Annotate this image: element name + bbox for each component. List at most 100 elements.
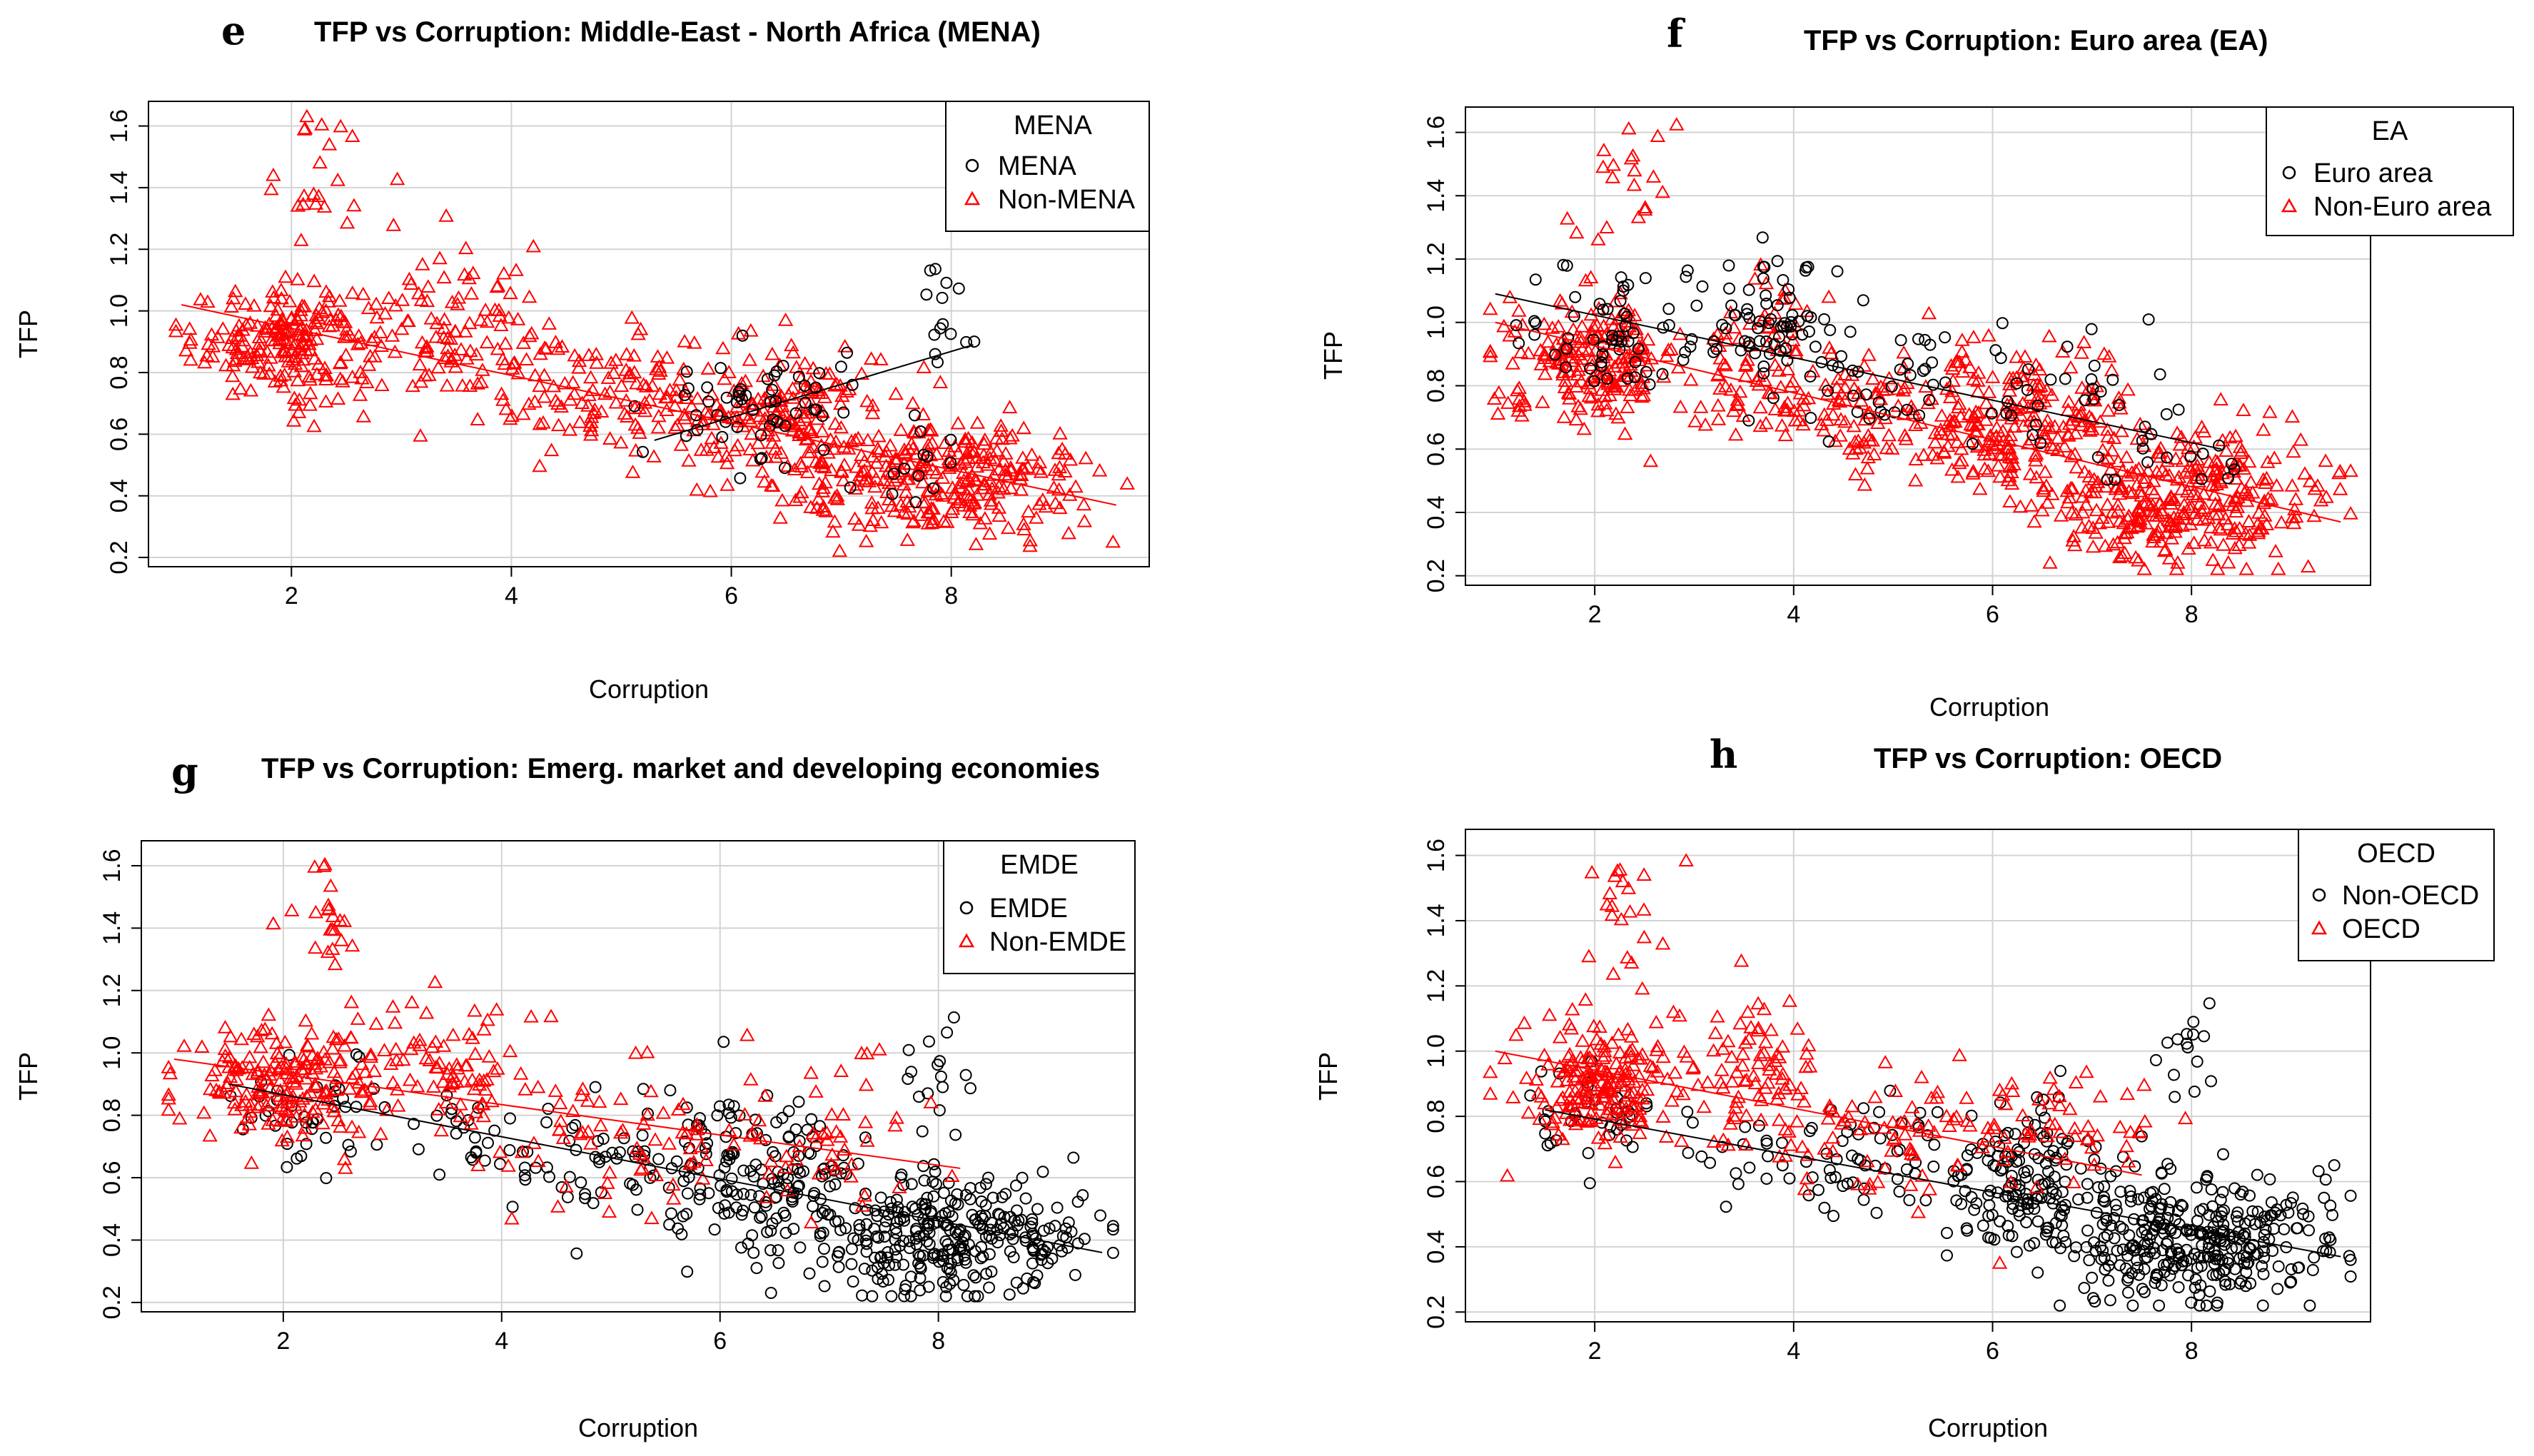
data-point [2196,532,2213,547]
data-point [1995,1152,2011,1166]
data-point [2172,403,2185,416]
data-point [373,1126,389,1141]
data-point [757,1088,773,1102]
data-point [2236,403,2251,416]
data-point [947,486,962,500]
chart-title: TFP vs Corruption: Euro area (EA) [1804,25,2268,56]
data-point [449,1057,465,1071]
data-point [1584,864,1600,879]
data-point [2031,400,2044,412]
data-point [1825,1103,1841,1118]
data-point [779,1226,792,1239]
data-point [2031,1173,2044,1186]
data-point [2208,453,2223,467]
x-tick-label: 6 [1986,1338,1999,1365]
data-point [949,1128,962,1141]
data-point [1536,346,1553,360]
data-point [650,420,667,434]
data-point [2257,1268,2270,1280]
data-point [765,478,781,492]
data-point [2257,508,2273,522]
data-point [732,390,745,403]
data-point [744,1126,760,1140]
data-point [1735,1058,1750,1072]
data-point [1049,1220,1061,1233]
data-point [1877,1161,1893,1175]
data-point [2152,449,2168,463]
data-point [1902,1178,1919,1191]
data-point [226,290,241,305]
data-point [296,121,313,136]
data-point [402,1072,418,1086]
data-point [2238,561,2254,575]
data-point [1034,1248,1047,1261]
data-point [588,346,605,360]
data-point [784,416,799,430]
data-point [464,1072,480,1086]
data-point [1537,1096,1553,1110]
legend-label: Non-OECD [2342,881,2479,911]
data-point [1789,1113,1805,1128]
data-point [1560,1049,1577,1063]
data-point [1989,428,2004,443]
data-point [682,1171,695,1183]
data-point [1954,344,1970,358]
data-point [521,289,537,303]
data-point [2104,363,2120,377]
data-point [637,403,653,418]
data-point [465,266,481,279]
data-point [253,1085,270,1098]
data-point [1011,1204,1023,1217]
data-point [632,321,649,335]
data-point [377,305,393,320]
data-point [473,374,490,388]
data-point [589,1081,602,1093]
data-point [736,329,749,342]
data-point [700,361,716,375]
data-point [1978,413,1994,426]
legend-circle-marker [2312,888,2326,902]
data-point [632,425,647,439]
data-point [2200,1299,2213,1312]
data-point [1052,425,1068,440]
data-point [318,368,333,382]
data-point [490,1061,505,1075]
data-point [593,404,610,418]
data-point [1800,1147,1816,1161]
data-point [673,438,690,451]
data-point [2002,433,2017,447]
data-point [1532,1111,1548,1126]
data-point [226,1095,243,1109]
data-point [1019,1192,1032,1205]
data-point [721,365,737,378]
data-point [2061,340,2074,353]
data-point [2084,1140,2100,1154]
data-point [2044,373,2057,386]
data-point [482,1136,494,1149]
data-point [1941,1249,1953,1262]
data-point [2113,399,2126,411]
data-point [899,532,916,546]
legend-label: MENA [998,151,1076,181]
data-point [766,1217,779,1230]
data-point [635,377,652,390]
data-point [1799,261,1812,274]
data-point [2149,1276,2161,1289]
data-point [688,1126,705,1141]
data-point [2218,1238,2231,1251]
data-point [761,373,774,385]
data-point [625,464,641,478]
data-point [1805,1121,1818,1134]
data-point [307,1076,323,1091]
data-point [1767,1053,1783,1067]
data-point [223,299,239,313]
data-point [1847,390,1859,402]
data-point [886,487,899,500]
data-point [1061,525,1076,540]
data-point [1751,368,1767,383]
data-point [1780,395,1796,409]
data-point [1574,319,1590,333]
data-point [540,1161,553,1174]
data-point [2344,1253,2357,1266]
data-point [490,341,506,355]
